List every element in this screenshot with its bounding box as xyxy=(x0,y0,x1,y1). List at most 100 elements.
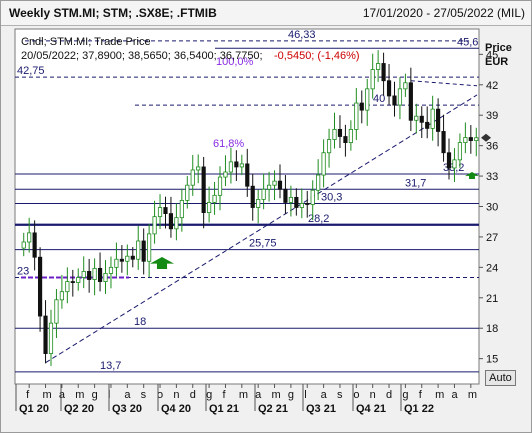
candle xyxy=(332,129,337,140)
candle xyxy=(43,315,48,354)
level-label: 31,7 xyxy=(405,177,426,189)
candle xyxy=(370,69,375,90)
candle xyxy=(272,180,277,186)
quarter-label: Q1 21 xyxy=(209,403,239,415)
candle xyxy=(147,233,152,262)
candle xyxy=(348,129,353,144)
buy-signal-arrow-small xyxy=(465,172,479,179)
month-label: f xyxy=(419,389,423,401)
candle xyxy=(76,277,81,283)
candle xyxy=(114,258,119,268)
candle xyxy=(397,88,403,106)
candle xyxy=(201,166,206,213)
candle xyxy=(256,198,261,208)
y-tick-label: 36 xyxy=(486,141,498,153)
y-tick-label: 33 xyxy=(486,171,498,183)
candle xyxy=(130,255,135,260)
candle xyxy=(81,271,86,278)
month-label: g xyxy=(288,389,294,401)
quarter-label: Q1 22 xyxy=(404,403,434,415)
candle xyxy=(386,80,392,97)
candle xyxy=(32,232,37,258)
level-label: 40 xyxy=(373,93,385,105)
month-label: m xyxy=(468,389,477,401)
candle xyxy=(174,217,179,230)
candle xyxy=(163,207,168,214)
candle xyxy=(299,203,304,208)
quarter-label: Q3 20 xyxy=(112,403,142,415)
month-label: a xyxy=(255,389,262,401)
candle xyxy=(474,137,479,141)
candle xyxy=(141,240,146,262)
month-label: s xyxy=(337,389,343,401)
level-label: 30,3 xyxy=(321,191,342,203)
month-label: o xyxy=(353,389,359,401)
candle xyxy=(212,194,217,203)
candle xyxy=(179,200,184,219)
candle xyxy=(354,102,359,130)
trend-line xyxy=(45,94,478,364)
month-label: m xyxy=(75,389,84,401)
candle xyxy=(27,232,32,243)
chart-title: Weekly STM.MI; STM; .SX8E; .FTMIB xyxy=(9,6,217,20)
month-label: m xyxy=(435,389,444,401)
candle xyxy=(108,266,114,274)
info-instrument: Cndl; STM.MI; Trade Price xyxy=(21,36,151,48)
candle xyxy=(365,88,370,111)
candle xyxy=(414,115,419,121)
candle xyxy=(343,136,348,143)
month-label: m xyxy=(239,389,248,401)
candle xyxy=(65,281,70,293)
candle xyxy=(446,152,452,169)
candle xyxy=(359,102,364,111)
candle xyxy=(168,213,174,230)
month-label: l xyxy=(304,389,306,401)
month-label: f xyxy=(222,389,226,401)
month-label: n xyxy=(173,389,179,401)
date-range: 17/01/2020 - 27/05/2022 (MIL) xyxy=(362,6,525,20)
candle xyxy=(207,202,212,213)
level-label: 18 xyxy=(134,316,146,328)
candle xyxy=(266,184,272,190)
level-label: 25,75 xyxy=(249,238,277,250)
candle xyxy=(337,129,343,137)
month-label: a xyxy=(321,389,328,401)
candle xyxy=(119,258,124,262)
candle xyxy=(185,184,190,201)
month-label: a xyxy=(59,389,66,401)
candle xyxy=(70,281,75,283)
candle xyxy=(463,137,468,143)
candle xyxy=(103,273,108,282)
candle xyxy=(261,188,266,200)
quarter-label: Q2 20 xyxy=(64,403,94,415)
quarter-label: Q3 21 xyxy=(306,403,336,415)
y-tick-label: 45 xyxy=(486,49,498,61)
candle xyxy=(250,185,255,208)
candle xyxy=(87,271,92,280)
month-label: g xyxy=(206,389,212,401)
candle xyxy=(316,174,321,191)
candle xyxy=(408,82,413,121)
info-ohlc: 20/05/2022; 37,8900; 38,5650; 36,5400; 3… xyxy=(21,50,263,62)
month-label: g xyxy=(92,389,98,401)
candle xyxy=(54,299,59,324)
candle xyxy=(468,137,473,141)
candle xyxy=(234,161,239,168)
month-label: s xyxy=(141,389,147,401)
level-label: 45,6 xyxy=(457,36,478,48)
plot-area xyxy=(14,28,480,385)
candle xyxy=(326,139,332,154)
month-label: d xyxy=(386,389,392,401)
y-tick-label: 30 xyxy=(486,202,498,214)
candle xyxy=(217,176,223,196)
auto-scale-button[interactable]: Auto xyxy=(485,370,516,386)
buy-signal-arrow xyxy=(150,257,174,269)
candle xyxy=(419,115,424,123)
month-label: m xyxy=(43,389,52,401)
candle xyxy=(321,152,326,176)
candle xyxy=(157,207,163,218)
quarter-label: Q1 20 xyxy=(19,403,49,415)
candle xyxy=(97,267,103,282)
